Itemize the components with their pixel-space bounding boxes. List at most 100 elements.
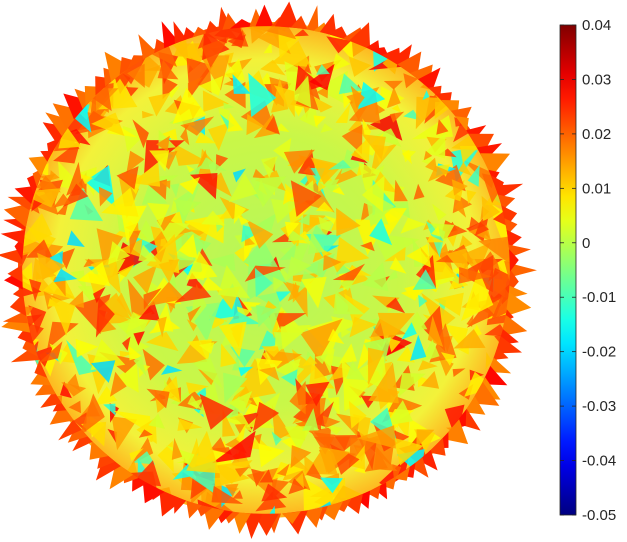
edge-spike xyxy=(9,293,27,317)
surface-patch xyxy=(416,429,435,448)
surface-patch xyxy=(235,467,249,477)
surface-patch xyxy=(146,331,179,352)
surface-patch xyxy=(272,461,305,480)
edge-spike xyxy=(232,511,251,534)
surface-patch xyxy=(302,355,318,367)
surface-patch xyxy=(116,166,139,190)
colorbar-tick-label: 0.03 xyxy=(582,71,611,88)
surface-patch xyxy=(484,267,514,308)
surface-patch xyxy=(273,85,295,118)
surface-patch xyxy=(362,262,389,292)
surface-patch xyxy=(217,265,251,299)
surface-patch xyxy=(332,263,365,281)
edge-spike xyxy=(161,21,179,49)
colorbar-tick-label: -0.04 xyxy=(582,453,616,470)
colorbar-bar xyxy=(559,24,577,516)
edge-spike xyxy=(52,399,67,412)
surface-patch xyxy=(348,400,367,429)
surface-patch xyxy=(186,382,209,394)
surface-patch xyxy=(417,375,431,388)
surface-patch xyxy=(38,341,63,363)
surface-patch xyxy=(138,244,157,262)
surface-patch xyxy=(141,181,168,205)
surface-patch xyxy=(90,86,112,112)
edge-spike xyxy=(450,106,472,127)
surface-patch xyxy=(485,352,492,370)
surface-patch xyxy=(252,168,266,179)
surface-patch xyxy=(310,157,343,185)
surface-patch xyxy=(310,95,333,113)
surface-patch xyxy=(242,393,266,419)
surface-patch xyxy=(176,334,208,364)
surface-patch xyxy=(180,127,190,146)
surface-patch xyxy=(95,297,115,338)
surface-patch xyxy=(331,53,351,72)
surface-patch xyxy=(66,339,97,375)
edge-spike xyxy=(254,513,279,536)
surface-plot-disc xyxy=(0,1,537,539)
surface-patch xyxy=(196,387,207,399)
edge-spike xyxy=(428,438,446,456)
surface-patch xyxy=(320,123,333,133)
surface-patch xyxy=(271,431,282,446)
surface-patch xyxy=(299,103,319,129)
surface-patch xyxy=(284,221,300,237)
surface-patch xyxy=(68,400,81,414)
surface-patch xyxy=(201,210,226,226)
surface-patch xyxy=(225,483,239,497)
edge-spike xyxy=(455,116,469,132)
surface-patch xyxy=(227,112,244,132)
surface-patch xyxy=(375,103,386,116)
surface-patch xyxy=(311,432,336,455)
surface-patch xyxy=(385,297,406,314)
edge-spike xyxy=(349,22,371,50)
surface-patch xyxy=(94,386,118,406)
surface-patch xyxy=(238,366,254,377)
surface-patch xyxy=(426,235,445,243)
surface-patch xyxy=(389,257,407,274)
edge-spike xyxy=(40,390,62,408)
surface-patch xyxy=(126,87,139,97)
surface-patch xyxy=(156,213,177,231)
surface-patch xyxy=(391,104,402,113)
surface-patch xyxy=(156,135,170,152)
surface-patch xyxy=(279,242,297,261)
surface-patch xyxy=(328,396,340,418)
surface-patch xyxy=(423,150,433,161)
edge-spike xyxy=(12,286,24,300)
surface-patch xyxy=(361,134,386,161)
surface-patch xyxy=(60,381,72,399)
surface-patch xyxy=(338,73,363,95)
surface-patch xyxy=(283,189,296,205)
surface-patch xyxy=(265,115,280,135)
surface-patch xyxy=(436,119,449,135)
surface-patch xyxy=(438,357,454,377)
surface-patch xyxy=(117,264,135,278)
surface-patch xyxy=(400,286,421,301)
surface-patch xyxy=(283,149,315,174)
edge-spikes xyxy=(0,1,537,539)
surface-patch xyxy=(323,293,337,312)
edge-spike xyxy=(342,493,363,514)
surface-patch xyxy=(350,135,371,162)
surface-patch xyxy=(98,186,113,207)
surface-patch xyxy=(93,286,106,304)
colorbar-tick-label: -0.01 xyxy=(582,289,616,306)
surface-patch xyxy=(401,322,417,340)
surface-patch xyxy=(127,63,145,88)
edge-spike xyxy=(154,38,169,54)
surface-patch xyxy=(490,288,514,321)
surface-patch xyxy=(132,119,149,149)
surface-patch xyxy=(290,360,300,371)
surface-patch xyxy=(53,268,78,283)
edge-spike xyxy=(7,264,23,283)
surface-patch xyxy=(329,485,367,507)
surface-patch xyxy=(248,73,277,118)
surface-patch xyxy=(466,304,495,328)
edge-spike xyxy=(58,419,82,441)
surface-patch xyxy=(372,128,402,147)
surface-patch xyxy=(398,373,426,397)
edge-spike xyxy=(373,482,388,500)
surface-patch xyxy=(148,413,165,429)
edge-spike xyxy=(30,367,51,386)
